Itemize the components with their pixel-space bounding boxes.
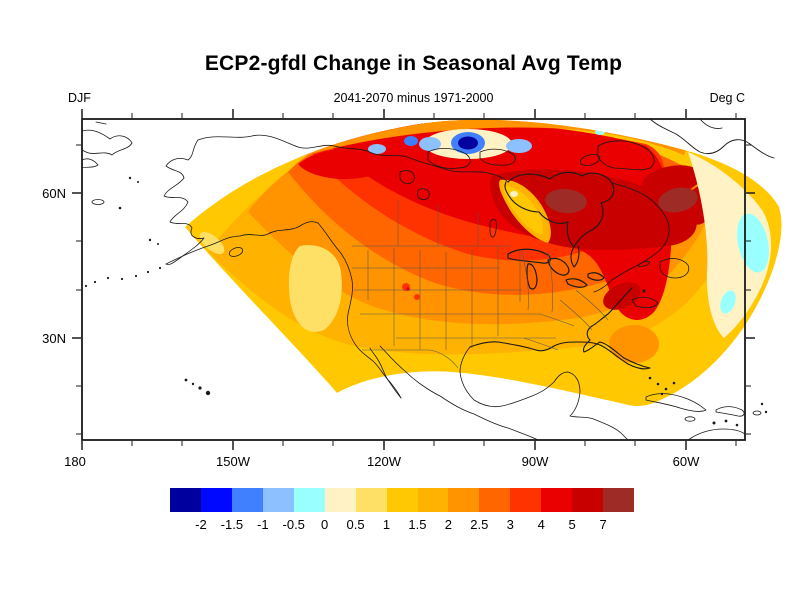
- colorbar-label: 4: [537, 517, 545, 532]
- colorbar-cell: [417, 488, 449, 512]
- bottom-major-ticks: [81, 441, 687, 450]
- colorbar-labels: -2 -1.5 -1 -0.5 0 0.5 1 1.5 2 2.5 3 4 5 7: [170, 517, 634, 533]
- colorbar-label: 3: [506, 517, 514, 532]
- plot-frame: [72, 109, 755, 450]
- lon-label-60w: 60W: [672, 454, 700, 469]
- colorbar-cell: [386, 488, 418, 512]
- colorbar-label: 2.5: [470, 517, 489, 532]
- lon-label-120w: 120W: [367, 454, 401, 469]
- lat-label-60n: 60N: [42, 186, 66, 201]
- lon-label-180: 180: [64, 454, 86, 469]
- colorbar-cell: [324, 488, 356, 512]
- top-major-ticks: [81, 109, 687, 118]
- colorbar-label: 0: [321, 517, 329, 532]
- colorbar-cell: [262, 488, 294, 512]
- season-label: DJF: [68, 91, 91, 105]
- colorbar-cell: [572, 488, 604, 512]
- contour-fill-layers: [185, 119, 782, 407]
- lon-label-90w: 90W: [521, 454, 549, 469]
- colorbar-label: 7: [599, 517, 607, 532]
- colorbar-label: -2: [195, 517, 207, 532]
- hawaii-dots: [184, 378, 211, 396]
- left-major-ticks: [72, 192, 81, 339]
- colorbar-label: 2: [444, 517, 453, 532]
- colorbar-cell: [293, 488, 325, 512]
- colorbar-cell: [170, 488, 201, 512]
- colorbar-cell: [200, 488, 232, 512]
- political-borders: [352, 200, 609, 369]
- figure-title: ECP2-gfdl Change in Seasonal Avg Temp: [204, 52, 623, 75]
- bahamas-dots: [648, 376, 768, 427]
- colorbar-cell: [541, 488, 573, 512]
- colorbar-label: -0.5: [282, 517, 305, 532]
- colorbar: [170, 488, 635, 512]
- colorbar-cell: [355, 488, 387, 512]
- left-minor-ticks: [76, 144, 81, 435]
- bottom-minor-ticks: [131, 441, 737, 446]
- colorbar-label: 1.5: [408, 517, 427, 532]
- lon-label-150w: 150W: [216, 454, 250, 469]
- figure-subtitle: 2041-2070 minus 1971-2000: [333, 91, 494, 105]
- colorbar-label: -1.5: [220, 517, 244, 532]
- coastlines: [81, 118, 775, 441]
- colorbar-cell: [479, 488, 511, 512]
- colorbar-label: -1: [257, 517, 269, 532]
- colorbar-label: 5: [568, 517, 576, 532]
- colorbar-label: 1: [382, 517, 391, 532]
- island-dots: [84, 176, 162, 288]
- right-major-ticks: [746, 192, 755, 339]
- colorbar-cell: [510, 488, 542, 512]
- colorbar-cell: [603, 488, 635, 512]
- right-minor-ticks: [746, 144, 751, 435]
- lat-label-30n: 30N: [42, 331, 66, 346]
- top-minor-ticks: [131, 113, 737, 118]
- colorbar-label: 0.5: [346, 517, 365, 532]
- units-label: Deg C: [709, 91, 745, 105]
- colorbar-cell: [448, 488, 480, 512]
- colorbar-cell: [231, 488, 263, 512]
